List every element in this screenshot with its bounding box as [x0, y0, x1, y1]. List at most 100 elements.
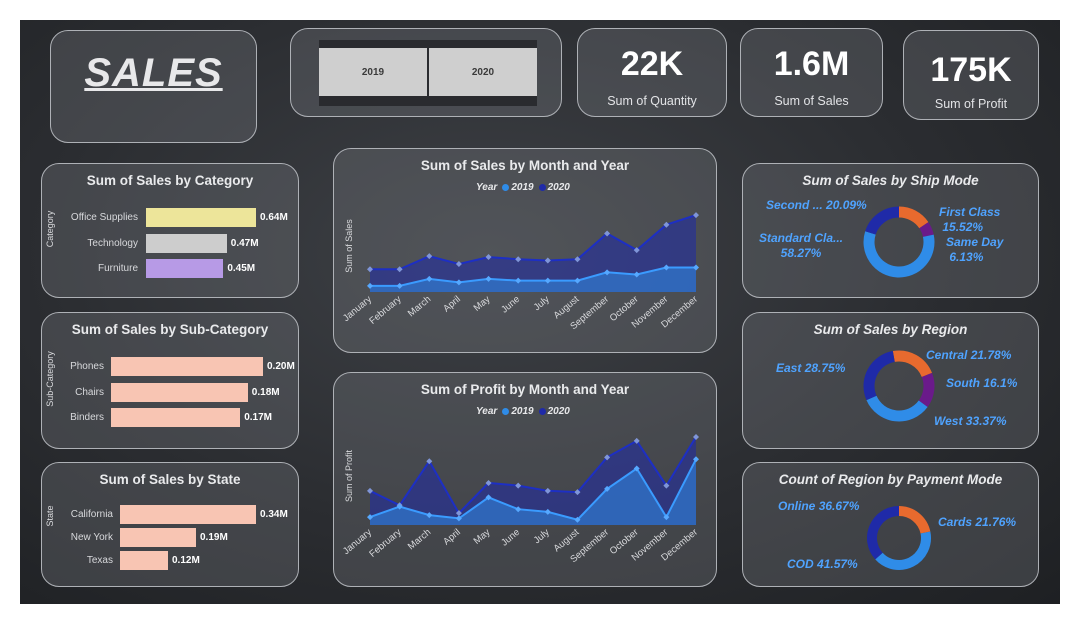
kpi-sales-label: Sum of Sales: [774, 94, 849, 108]
dashboard-canvas: SALES 2019 2020 22K Sum of Quantity 1.6M…: [20, 20, 1060, 604]
sales_month-point-2019-december[interactable]: [693, 264, 699, 271]
state-chart-card: Sum of Sales by State State California 0.3…: [41, 462, 299, 587]
region-slice-south[interactable]: [918, 372, 935, 408]
sales_month-point-2019-august[interactable]: [574, 277, 581, 284]
ship_mode-slice-second[interactable]: [865, 206, 900, 235]
subcategory-chart-card: Sum of Sales by Sub-Category Sub-Categor…: [41, 312, 299, 449]
region-label-south: South 16.1%: [946, 376, 1018, 390]
sales_month-point-2019-may[interactable]: [485, 275, 492, 282]
sales_month-point-2019-june[interactable]: [515, 277, 522, 284]
ship_mode-slice-standard-cla[interactable]: [863, 231, 935, 278]
state-bar-new-york[interactable]: [120, 528, 196, 547]
profit_month-point-2019-august[interactable]: [574, 516, 581, 523]
sales_month-point-2020-june[interactable]: [515, 256, 522, 263]
profit_month-point-2019-may[interactable]: [485, 494, 492, 501]
sales_month-point-2019-september[interactable]: [604, 269, 611, 276]
sales_month-xtick-june: June: [499, 294, 522, 316]
sales_month-point-2020-december[interactable]: [693, 212, 699, 219]
legend-2020-label: 2020: [547, 182, 570, 193]
kpi-quantity-label: Sum of Quantity: [607, 94, 697, 108]
region-slice-central[interactable]: [892, 350, 933, 378]
legend-2019-label: 2019: [511, 182, 534, 193]
profit_month-point-2020-october[interactable]: [633, 437, 640, 444]
sales_month-point-2020-march[interactable]: [426, 253, 433, 260]
profit_month-point-2019-april[interactable]: [455, 515, 462, 522]
profit_month-point-2019-march[interactable]: [426, 512, 433, 519]
sales_month-point-2020-july[interactable]: [544, 257, 551, 264]
category-bar-technology[interactable]: [146, 233, 227, 253]
sales_month-point-2020-august[interactable]: [574, 256, 581, 263]
region-label-west: West 33.37%: [934, 414, 1007, 428]
sales_month-point-2019-april[interactable]: [455, 279, 462, 286]
profit_month-point-2019-september[interactable]: [604, 485, 611, 492]
shipmode-label-sameday: Same Day 6.13%: [946, 235, 1004, 264]
profit_month-xtick-july: July: [532, 527, 552, 546]
sales_month-point-2019-october[interactable]: [633, 271, 640, 278]
subcategory-bar-binders[interactable]: [111, 408, 241, 427]
kpi-sales-value: 1.6M: [773, 45, 850, 83]
payment-slice-cards[interactable]: [898, 506, 931, 534]
state-bar-california[interactable]: [120, 505, 256, 524]
payment-label-cards: Cards 21.76%: [938, 515, 1017, 529]
profit_month-point-2020-september[interactable]: [604, 454, 611, 461]
profit_month-point-2019-october[interactable]: [633, 465, 640, 472]
shipmode-chart-card: Sum of Sales by Ship Mode Second ... 20.…: [742, 163, 1039, 298]
profit_month-point-2020-january[interactable]: [367, 487, 373, 494]
profit_month-point-2020-november[interactable]: [663, 482, 670, 489]
state-bar-texas[interactable]: [120, 551, 168, 570]
sales_month-point-2019-february[interactable]: [396, 282, 403, 289]
profit_month-point-2020-april[interactable]: [455, 510, 462, 517]
sales_month-point-2020-may[interactable]: [485, 254, 492, 261]
sales-logo: SALES: [84, 51, 223, 95]
profit_month-point-2019-december[interactable]: [693, 456, 699, 463]
category-label-furniture: Furniture: [97, 263, 138, 274]
profit_month-point-2020-july[interactable]: [544, 487, 551, 494]
profit_month-point-2019-november[interactable]: [663, 514, 670, 521]
profit_month-point-2020-june[interactable]: [515, 482, 522, 489]
kpi-sales-card: 1.6M Sum of Sales: [740, 28, 883, 117]
profit_month-area-2019: [370, 459, 696, 525]
sales_month-point-2019-november[interactable]: [663, 264, 670, 271]
profit_month-point-2020-may[interactable]: [485, 479, 492, 486]
category-value-office-supplies: 0.64M: [260, 212, 288, 223]
region-chart-card: Sum of Sales by Region East 28.75% Centr…: [742, 312, 1039, 449]
sales_month-point-2020-april[interactable]: [455, 261, 462, 268]
sales_month-point-2019-july[interactable]: [544, 277, 551, 284]
sales_month-point-2020-january[interactable]: [367, 266, 373, 273]
category-bar-office-supplies[interactable]: [146, 208, 256, 227]
payment-slice-online[interactable]: [867, 506, 900, 560]
region-slice-east[interactable]: [863, 351, 896, 401]
subcategory-value-chairs: 0.18M: [251, 386, 280, 398]
profit_month-point-2019-june[interactable]: [515, 506, 522, 513]
payment-slice-cod[interactable]: [875, 531, 931, 570]
region-label-east: East 28.75%: [776, 361, 846, 375]
year-button-2019[interactable]: 2019: [319, 48, 427, 96]
ship_mode-slice-same-day[interactable]: [919, 222, 934, 238]
year-slicer: 2019 2020: [319, 40, 537, 106]
profit_month-point-2020-march[interactable]: [426, 458, 433, 465]
subcategory-label-phones: Phones: [70, 361, 104, 372]
sales_month-point-2019-january[interactable]: [367, 282, 373, 289]
ship_mode-slice-first-class[interactable]: [898, 206, 929, 229]
state-label-california: California: [70, 509, 113, 520]
region-slice-west[interactable]: [866, 395, 928, 422]
profit_month-line-2020: [369, 436, 697, 515]
profit_month-point-2019-february[interactable]: [396, 503, 403, 510]
profit_month-point-2020-december[interactable]: [693, 433, 699, 440]
profit_month-point-2020-august[interactable]: [574, 489, 581, 496]
subcategory-bar-phones[interactable]: [111, 357, 263, 376]
year-button-2020[interactable]: 2020: [429, 48, 537, 96]
profit_month-point-2019-july[interactable]: [544, 508, 551, 515]
category-bar-furniture[interactable]: [146, 259, 224, 278]
sales_month-point-2020-september[interactable]: [604, 230, 611, 237]
profit_month-point-2019-january[interactable]: [367, 514, 373, 521]
subcategory-bar-chairs[interactable]: [111, 382, 248, 402]
sales_month-point-2020-february[interactable]: [396, 266, 403, 273]
subcategory-label-binders: Binders: [70, 412, 104, 423]
sales_month-point-2020-october[interactable]: [633, 247, 640, 254]
sales_month-point-2019-march[interactable]: [426, 275, 433, 282]
logo-card: SALES: [50, 30, 257, 143]
sales_month-point-2020-november[interactable]: [663, 221, 670, 228]
state-value-california: 0.34M: [260, 509, 288, 520]
